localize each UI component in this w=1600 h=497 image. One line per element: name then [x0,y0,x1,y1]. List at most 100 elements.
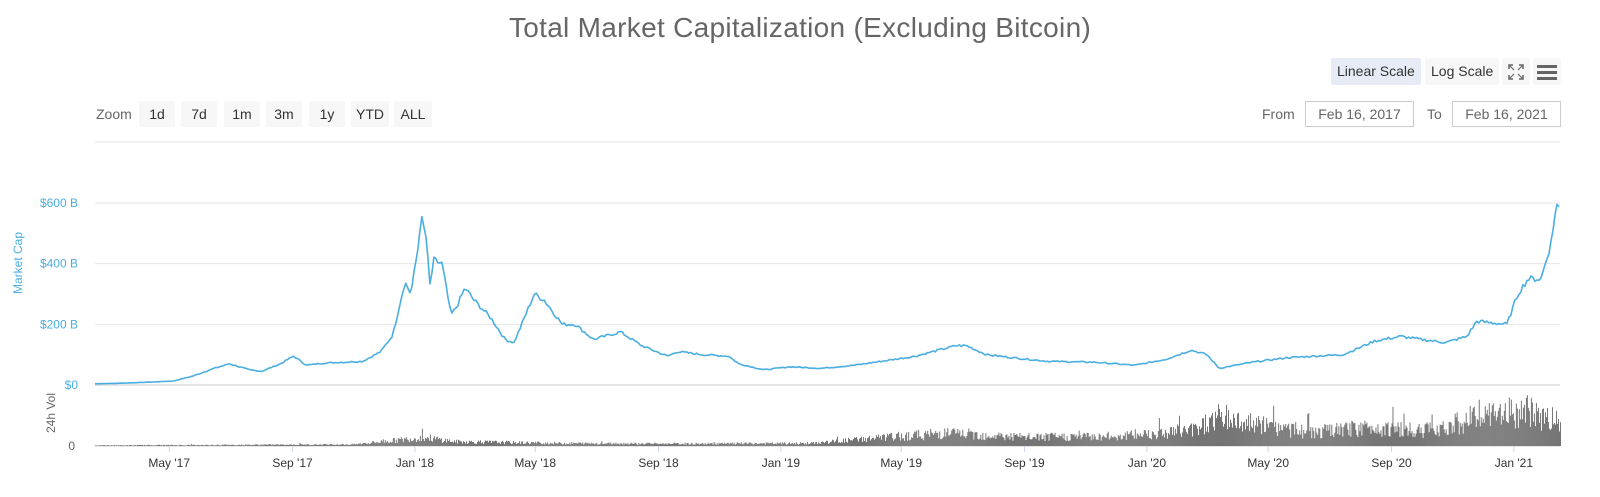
range-from-input[interactable] [1305,101,1414,127]
volume-bar [418,441,420,446]
linear-scale-button[interactable]: Linear Scale [1331,58,1421,85]
volume-bar [439,439,441,446]
volume-bar [1236,428,1238,446]
volume-bar [455,439,457,446]
volume-bar [683,444,685,446]
volume-bar [1310,427,1312,446]
volume-bar [1303,429,1305,446]
volume-bar [437,439,439,446]
volume-bar [374,443,376,446]
volume-bar [1077,436,1079,446]
volume-bar [342,444,344,446]
range-to-input[interactable] [1452,101,1561,127]
volume-bar [690,443,692,446]
volume-bar [1177,426,1179,446]
volume-bar [910,439,912,446]
volume-bar [628,444,630,446]
volume-bar [176,445,178,446]
volume-bar [1297,434,1299,446]
volume-bar [255,444,257,446]
volume-bar [246,445,248,446]
volume-bar [262,445,264,446]
volume-bar [1099,434,1101,446]
menu-button[interactable] [1533,58,1561,85]
volume-bar [1331,424,1333,446]
volume-bar [1167,433,1169,446]
volume-bar [957,429,959,446]
volume-bar [1058,434,1060,446]
volume-bar [458,440,460,446]
volume-bar [1506,422,1508,446]
log-scale-button[interactable]: Log Scale [1425,58,1500,85]
volume-bar [316,444,318,446]
volume-bar [282,444,284,446]
volume-bar [1460,426,1462,446]
volume-bar [326,444,328,446]
volume-bar [949,435,951,446]
volume-bar [1437,432,1439,446]
volume-bar [1171,434,1173,446]
volume-bar [169,445,171,446]
volume-bar [452,442,454,446]
volume-bar [1030,439,1032,446]
volume-bar [1135,438,1137,446]
volume-bar [227,445,229,446]
volume-bar [199,444,201,446]
volume-bar [188,444,190,446]
volume-bar [889,433,891,446]
zoom-1m-button[interactable]: 1m [224,101,260,127]
volume-bar [310,445,312,446]
volume-bar [730,443,732,446]
volume-bar [1080,439,1082,446]
zoom-3m-button[interactable]: 3m [266,101,302,127]
volume-bar [387,442,389,446]
volume-bar [400,437,402,446]
volume-bar [988,436,990,446]
volume-bar [134,445,136,446]
volume-bar [750,443,752,446]
volume-bar [909,440,911,446]
volume-bar [641,442,643,446]
volume-bar [780,444,782,446]
volume-bar [562,444,564,446]
volume-bar [113,445,114,446]
volume-bar [574,443,576,446]
volume-bar [856,437,857,446]
zoom-7d-button[interactable]: 7d [181,101,217,127]
volume-bar [987,436,989,446]
volume-bar [1451,433,1453,446]
volume-bar [589,443,591,446]
volume-bar [257,444,259,446]
volume-bar [239,444,241,446]
volume-bar [829,443,830,446]
volume-bar [647,443,649,446]
volume-bar [1265,431,1267,446]
volume-bar [96,445,97,446]
volume-bar [842,442,843,446]
volume-bar [1079,435,1081,446]
volume-bar [620,443,622,446]
volume-bar [313,444,315,446]
volume-bar [431,441,433,446]
volume-bar [366,444,368,446]
zoom-all-button[interactable]: ALL [394,101,432,127]
zoom-1d-button[interactable]: 1d [139,101,175,127]
volume-bar [1287,425,1289,446]
volume-bar [503,442,505,446]
volume-bar [1282,430,1284,446]
volume-bar [1086,432,1088,446]
volume-bar [1065,441,1067,446]
volume-bar [506,440,508,446]
volume-bar [1210,418,1211,446]
volume-bar [300,444,302,446]
volume-bar [378,442,380,446]
zoom-ytd-button[interactable]: YTD [351,101,389,127]
fullscreen-button[interactable] [1502,58,1530,85]
volume-bar [808,443,810,446]
volume-bar [843,438,844,446]
volume-bar [495,440,496,446]
zoom-1y-button[interactable]: 1y [309,101,345,127]
volume-bar [1400,422,1402,446]
y-tick-label-1: $200 B [40,317,78,331]
